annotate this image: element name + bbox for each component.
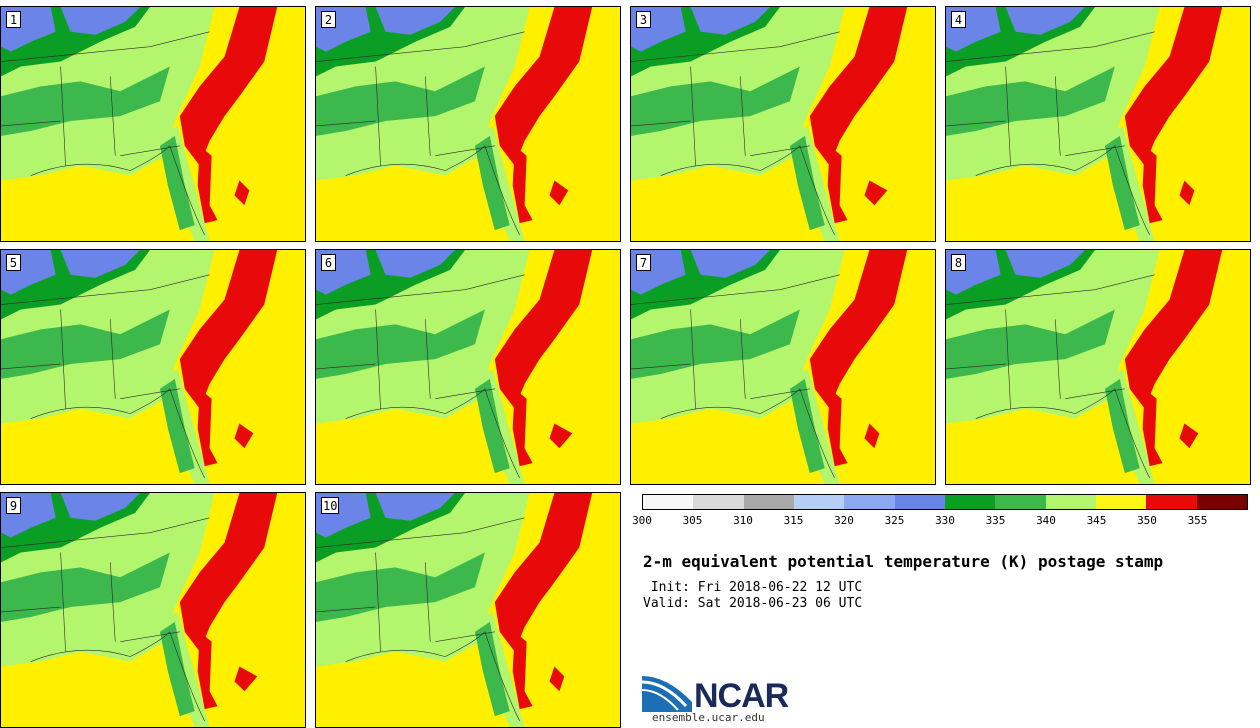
colorbar-swatch [1146, 495, 1197, 509]
map-panel: 10 [315, 492, 621, 728]
map-panel: 4 [945, 6, 1251, 242]
map-panel: 3 [630, 6, 936, 242]
figure-title: 2-m equivalent potential temperature (K)… [643, 552, 1164, 571]
colorbar-tick-label: 355 [1187, 514, 1208, 527]
colorbar-swatch [793, 495, 845, 509]
colorbar-swatch [894, 495, 945, 509]
valid-time: Valid: Sat 2018-06-23 06 UTC [643, 596, 863, 611]
colorbar-swatch [643, 495, 694, 509]
member-number-label: 10 [321, 497, 340, 514]
map-panel: 1 [0, 6, 306, 242]
colorbar-tick-label: 320 [834, 514, 854, 527]
map-panel: 9 [0, 492, 306, 728]
logo-text: NCAR [694, 677, 789, 715]
colorbar-swatch [995, 495, 1046, 509]
ensemble-member-map [946, 250, 1223, 484]
colorbar-ticks: 300 305 310 315 320 325 330 335 340 345 350 355 [632, 514, 1248, 528]
member-number-label: 4 [951, 11, 966, 28]
colorbar-swatch [844, 495, 895, 509]
member-number-label: 3 [636, 11, 651, 28]
ensemble-member-map [631, 250, 908, 484]
colorbar-swatch [1196, 495, 1247, 509]
ensemble-member-map [316, 493, 593, 727]
member-number-label: 1 [6, 11, 21, 28]
map-panel: 5 [0, 249, 306, 485]
colorbar-swatch [693, 495, 744, 509]
site-url: ensemble.ucar.edu [652, 711, 765, 724]
map-panel: 6 [315, 249, 621, 485]
colorbar-swatch [1095, 495, 1147, 509]
colorbar-tick-label: 335 [985, 514, 1006, 527]
init-time: Init: Fri 2018-06-22 12 UTC [643, 580, 863, 595]
colorbar-swatch [743, 495, 794, 509]
colorbar-tick-label: 340 [1036, 514, 1056, 527]
colorbar-swatch [944, 495, 996, 509]
colorbar-tick-label: 300 [632, 514, 652, 527]
ncar-logo-icon [642, 676, 692, 712]
member-number-label: 6 [321, 254, 336, 271]
member-number-label: 9 [6, 497, 21, 514]
colorbar-swatch [1045, 495, 1096, 509]
colorbar-tick-label: 325 [884, 514, 905, 527]
colorbar-tick-label: 345 [1086, 514, 1107, 527]
colorbar-tick-label: 350 [1137, 514, 1157, 527]
member-number-label: 2 [321, 11, 336, 28]
colorbar-tick-label: 310 [733, 514, 753, 527]
ensemble-member-map [631, 7, 908, 241]
map-panel: 7 [630, 249, 936, 485]
member-number-label: 7 [636, 254, 651, 271]
ensemble-member-map [316, 250, 593, 484]
map-panel: 8 [945, 249, 1251, 485]
ensemble-member-map [1, 493, 278, 727]
member-number-label: 5 [6, 254, 21, 271]
ensemble-member-map [1, 7, 278, 241]
colorbar-tick-label: 315 [783, 514, 804, 527]
ensemble-member-map [946, 7, 1223, 241]
map-panel: 2 [315, 6, 621, 242]
ensemble-member-map [316, 7, 593, 241]
colorbar-tick-label: 330 [935, 514, 955, 527]
member-number-label: 8 [951, 254, 966, 271]
colorbar [642, 494, 1248, 510]
colorbar-tick-label: 305 [682, 514, 703, 527]
ensemble-member-map [1, 250, 278, 484]
